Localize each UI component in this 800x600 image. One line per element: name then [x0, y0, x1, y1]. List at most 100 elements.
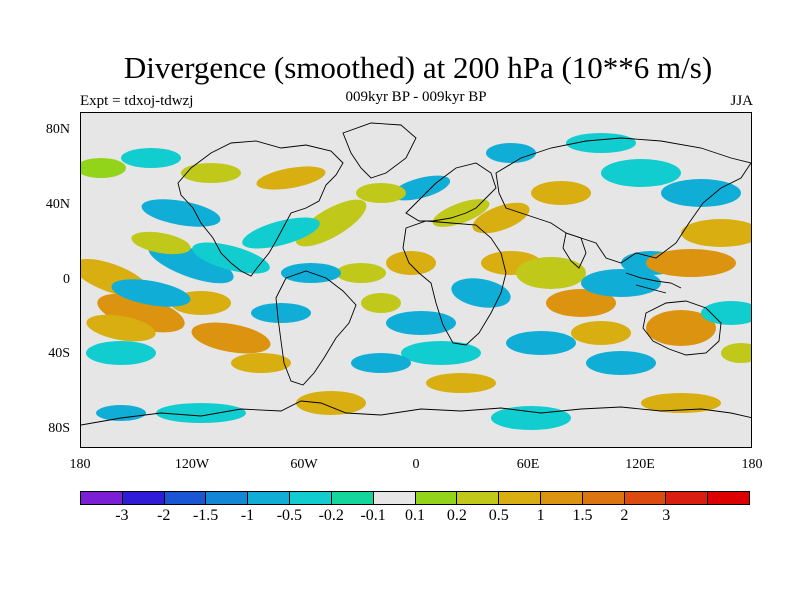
field-blob	[386, 251, 436, 275]
colorbar-label: 0.5	[488, 507, 509, 524]
field-blob	[356, 183, 406, 203]
coastlines	[81, 122, 751, 426]
y-axis-label-40s: 40S	[48, 346, 70, 361]
field-blob	[586, 351, 656, 375]
y-axis-label-80s: 80S	[48, 421, 70, 436]
colorbar-swatch	[624, 492, 667, 504]
coast-indonesia	[625, 272, 682, 294]
field-blob	[581, 269, 661, 297]
colorbar-label: -1	[240, 507, 255, 524]
field-blob	[451, 278, 511, 308]
field-blob	[295, 199, 367, 247]
x-axis-label-60w: 60W	[290, 457, 318, 472]
field-blob	[181, 163, 241, 183]
map-plot	[81, 122, 751, 430]
colorbar-swatch	[122, 492, 165, 504]
field-blob	[432, 199, 490, 227]
field-blob	[546, 289, 616, 317]
field-blob	[641, 393, 721, 413]
coast-antarctica	[81, 400, 751, 426]
coast-europe	[405, 162, 497, 222]
colorbar-swatch	[415, 492, 458, 504]
colorbar-swatch	[248, 492, 291, 504]
coast-australia	[642, 300, 722, 356]
coast-south-america	[275, 270, 357, 386]
field-blob	[681, 219, 751, 247]
field-blob	[531, 181, 591, 205]
y-axis-label-40n: 40N	[45, 197, 70, 212]
field-blob	[191, 322, 271, 354]
chart-subtitle: 009kyr BP - 009kyr BP	[345, 89, 487, 105]
x-axis-label-120e: 120E	[625, 457, 655, 472]
colorbar-label: 1.5	[572, 507, 593, 524]
colorbar-swatch	[708, 492, 749, 504]
colorbar-label: -3	[115, 507, 129, 524]
field-blob	[721, 343, 751, 363]
colorbar-swatch	[331, 492, 374, 504]
colorbar-swatch	[164, 492, 207, 504]
colorbar-label: 1	[536, 507, 545, 524]
field-blob	[336, 263, 386, 283]
colorbar-label: 0.1	[405, 507, 425, 524]
colorbar-label: -0.2	[318, 507, 344, 524]
colorbar-swatch	[582, 492, 625, 504]
coast-africa	[402, 220, 507, 346]
colorbar-swatch	[499, 492, 541, 504]
field-blob	[231, 353, 291, 373]
field-blob	[242, 217, 320, 249]
field-blob	[111, 279, 191, 307]
colorbar-label: -2	[157, 507, 171, 524]
y-axis-label-80n: 80N	[45, 122, 70, 137]
season-label: JJA	[730, 93, 753, 109]
experiment-label: Expt = tdxoj-tdwzj	[80, 93, 194, 109]
field-blob	[296, 391, 366, 415]
field-blob	[601, 159, 681, 187]
colorbar-swatch	[81, 492, 123, 504]
colorbar-label: -0.5	[276, 507, 303, 524]
field-blob	[571, 321, 631, 345]
field-blob	[131, 231, 191, 255]
field-blob	[646, 249, 736, 277]
field-blob	[141, 199, 221, 227]
chart-title: Divergence (smoothed) at 200 hPa (10**6 …	[123, 50, 713, 85]
field-blob	[646, 310, 716, 346]
coast-asia	[495, 137, 751, 264]
field-blob	[391, 175, 451, 201]
x-axis-label-120w: 120W	[174, 457, 210, 472]
colorbar-swatch	[373, 492, 416, 504]
field-blob	[361, 293, 401, 313]
field-blob	[472, 202, 530, 234]
coast-north-america	[177, 140, 344, 277]
field-blob	[156, 403, 246, 423]
x-axis-label-0: 0	[412, 457, 420, 472]
field-blob	[661, 179, 741, 207]
colorbar-label: -1.5	[192, 507, 219, 524]
x-axis-label-180w: 180	[69, 457, 91, 472]
field-blob	[256, 166, 326, 190]
colorbar-swatch	[206, 492, 249, 504]
colorbar-swatch	[457, 492, 500, 504]
field-blob	[506, 331, 576, 355]
x-axis-label-60e: 60E	[516, 457, 540, 472]
coast-india	[562, 232, 587, 269]
colorbar-swatch	[290, 492, 332, 504]
field-blob	[701, 301, 751, 325]
field-blob	[426, 373, 496, 393]
field-blob	[86, 341, 156, 365]
field-blob	[192, 242, 270, 274]
colorbar-label: 0.2	[446, 507, 467, 524]
field-blob	[491, 406, 571, 430]
field-blob	[86, 314, 156, 342]
y-axis-label-0: 0	[63, 272, 70, 287]
colorbar-swatch	[666, 492, 709, 504]
field-blob	[121, 148, 181, 168]
field-blob	[351, 353, 411, 373]
x-axis-label-180e: 180	[741, 457, 763, 472]
colorbar-label: -0.1	[360, 507, 386, 524]
colorbar-swatch	[540, 492, 583, 504]
field-blob	[386, 311, 456, 335]
field-blob	[486, 143, 536, 163]
field-blob	[401, 341, 481, 365]
coast-greenland	[342, 122, 417, 179]
field-blob	[516, 257, 586, 289]
